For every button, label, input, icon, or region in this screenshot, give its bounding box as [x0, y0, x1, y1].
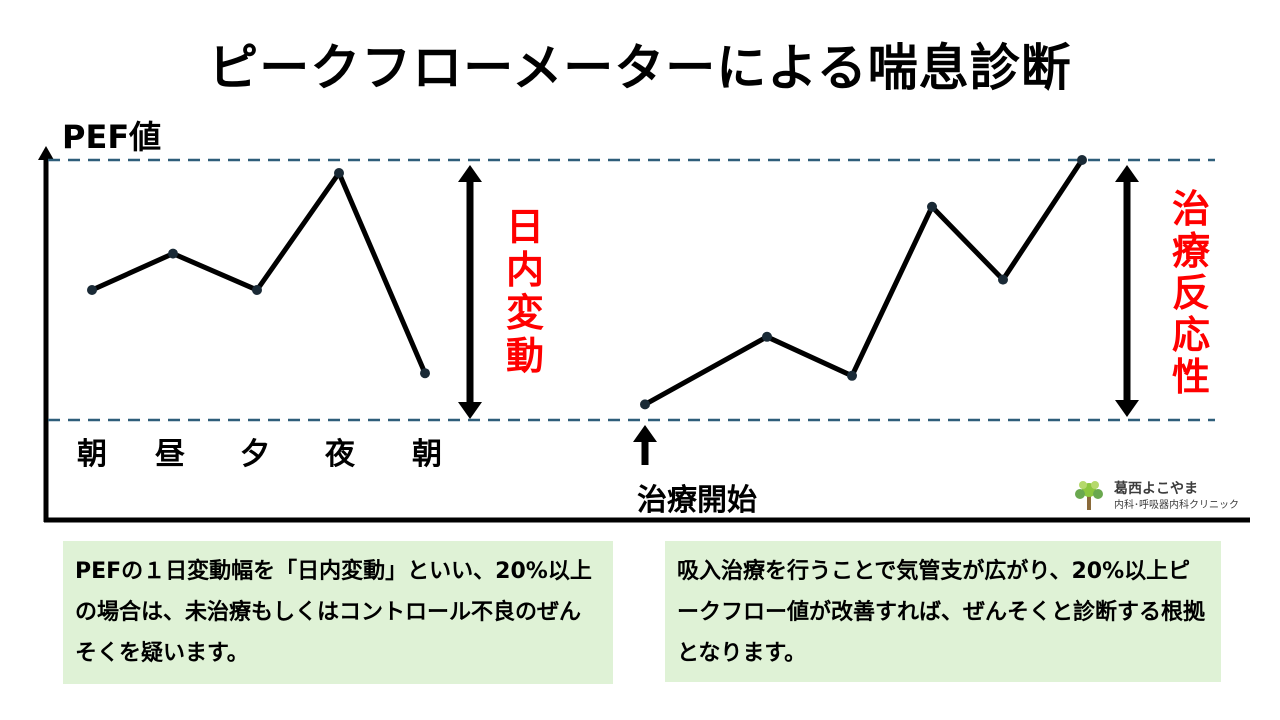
- clinic-subtitle: 内科･呼吸器内科クリニック: [1114, 500, 1239, 511]
- time-labels: 朝昼夕夜朝: [77, 437, 442, 472]
- pef-diagram: PEF値 朝 昼 夕 夜 朝 日内変動 治療反応性 治療開始: [38, 118, 1250, 523]
- daily-variation-polyline: [90, 170, 428, 375]
- clinic-name: 葛西よこやま: [1114, 481, 1198, 497]
- treatment-response-point-4: [927, 201, 937, 212]
- treatment-response-note: 吸入治療を行うことで気管支が広がり、20%以上ピークフロー値が改善すれば、ぜんそ…: [665, 541, 1221, 682]
- tree-logo-icon: [1075, 481, 1103, 510]
- daily-variation-arrow-bottom: [458, 402, 482, 419]
- treatment-response-line: [640, 155, 1087, 410]
- treatment-response-point-2: [762, 331, 772, 342]
- treatment-response-point-3: [847, 370, 857, 381]
- time-label-4: 夜: [324, 437, 356, 472]
- treatment-start-label: 治療開始: [637, 483, 757, 518]
- daily-variation-point-1: [87, 285, 97, 295]
- time-label-5: 朝: [412, 437, 442, 472]
- treatment-response-point-6: [1077, 155, 1087, 165]
- daily-variation-label: 日内変動: [506, 205, 544, 378]
- time-label-2: 昼: [155, 437, 185, 472]
- treatment-response-arrow-bottom: [1115, 400, 1139, 417]
- daily-variation-arrow-top: [458, 165, 482, 182]
- time-label-1: 朝: [77, 437, 107, 472]
- daily-variation-point-5: [420, 368, 430, 379]
- daily-variation-point-4: [334, 168, 344, 178]
- daily-variation-note: PEFの１日変動幅を「日内変動」といい、20%以上の場合は、未治療もしくはコント…: [63, 541, 613, 684]
- treatment-response-point-1: [640, 399, 650, 410]
- daily-variation-point-2: [168, 248, 178, 259]
- daily-variation-point-3: [252, 285, 262, 295]
- treatment-response-polyline: [643, 158, 1085, 407]
- treatment-response-label: 治療反応性: [1172, 187, 1211, 399]
- treatment-response-point-5: [998, 274, 1008, 285]
- y-axis-label: PEF値: [62, 118, 161, 156]
- treatment-start-arrowhead: [633, 425, 657, 442]
- treatment-response-arrow-top: [1115, 165, 1139, 182]
- time-label-3: 夕: [240, 437, 270, 472]
- clinic-logo: 葛西よこやま 内科･呼吸器内科クリニック: [1068, 478, 1239, 512]
- daily-variation-line: [87, 168, 430, 379]
- y-axis-arrowhead: [38, 146, 54, 160]
- page-title: ピークフローメーターによる喘息診断: [208, 39, 1072, 97]
